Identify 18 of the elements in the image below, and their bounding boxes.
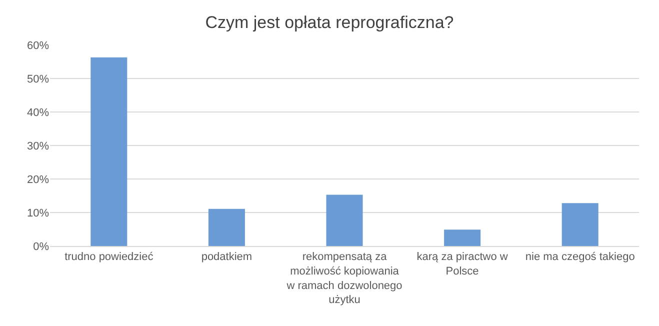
- x-tick-label: podatkiem: [201, 251, 252, 264]
- bar: [90, 57, 128, 246]
- bar: [326, 194, 363, 246]
- y-tick-label: 10%: [26, 207, 50, 220]
- y-tick-label: 40%: [26, 106, 50, 119]
- y-tick-label: 0%: [33, 240, 50, 253]
- y-tick-label: 60%: [26, 40, 50, 52]
- chart-title: Czym jest opłata reprograficzna?: [205, 13, 454, 32]
- x-tick-label: nie ma czegoś takiego: [525, 251, 635, 264]
- bar: [444, 230, 481, 246]
- bar: [562, 203, 598, 246]
- bar: [208, 208, 245, 246]
- x-tick-label: trudno powiedzieć: [64, 251, 154, 264]
- y-tick-label: 50%: [26, 73, 50, 86]
- x-tick-label: karą za piractwo w Polsce: [416, 251, 508, 278]
- y-tick-label: 20%: [26, 174, 50, 186]
- y-tick-label: 30%: [26, 140, 50, 152]
- x-tick-label: rekompensatą za możliwość kopiowania w ramach dozwolonego użytku: [286, 251, 402, 306]
